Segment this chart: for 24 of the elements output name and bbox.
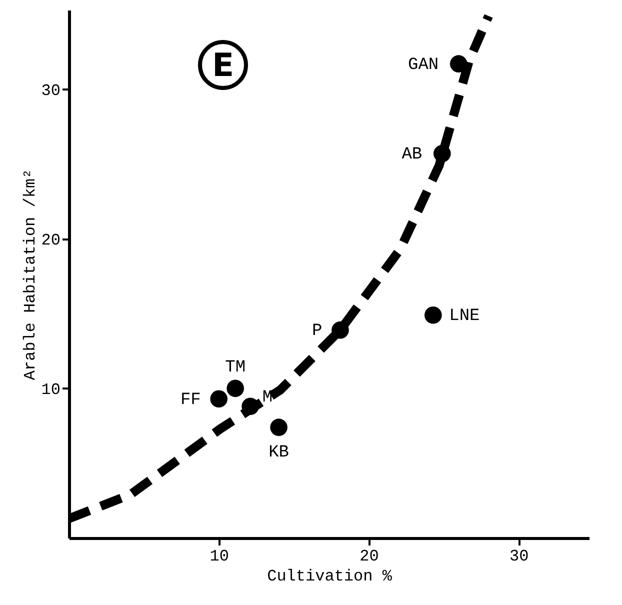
x-axis-title: Cultivation % — [267, 568, 392, 586]
x-tick-label: 10 — [210, 548, 229, 566]
x-tick-label: 30 — [509, 548, 529, 566]
y-tick-label: 30 — [41, 82, 60, 100]
point — [424, 306, 442, 324]
point — [450, 55, 468, 72]
annotation: LNE — [449, 307, 480, 326]
annotation: AB — [402, 146, 422, 165]
annotation: GAN — [408, 56, 439, 75]
point — [226, 380, 244, 398]
y-tick-label: 10 — [41, 380, 60, 399]
y-tick-label: 20 — [41, 231, 60, 250]
annotation: TM — [225, 358, 246, 378]
annotation: P — [312, 322, 322, 342]
point — [332, 321, 349, 339]
annotation: KB — [268, 443, 289, 462]
point — [270, 418, 288, 436]
point — [210, 390, 228, 408]
point — [242, 398, 259, 416]
point — [433, 144, 451, 162]
annotation: FF — [180, 390, 201, 410]
circle-outline: E — [198, 40, 248, 90]
x-tick-label: 20 — [360, 548, 379, 566]
y-axis-title: Arable Habitation /km² — [21, 168, 40, 380]
